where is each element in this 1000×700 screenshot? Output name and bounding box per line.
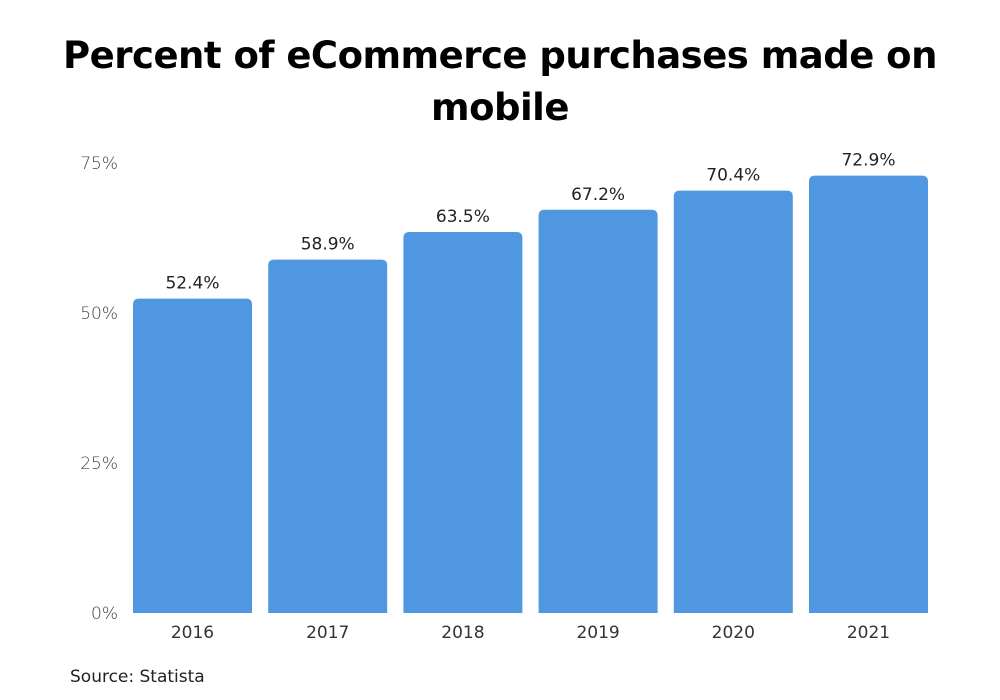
data-label: 70.4% [706,166,760,186]
bar [673,190,793,613]
x-tick-label: 2019 [576,623,619,643]
y-tick-label: 50% [80,304,118,324]
x-tick-label: 2018 [441,623,484,643]
y-tick-label: 75% [80,154,118,174]
data-label: 58.9% [301,235,355,255]
x-tick-label: 2021 [847,623,890,643]
source-note: Source: Statista [70,667,205,687]
data-label: 52.4% [165,274,219,294]
chart-title: Percent of eCommerce purchases made on m… [63,34,937,129]
data-label: 63.5% [436,207,490,227]
data-label: 72.9% [841,151,895,171]
bar [133,298,252,613]
bar [403,232,523,613]
y-tick-label: 25% [80,454,118,474]
x-tick-label: 2017 [306,623,349,643]
data-label: 67.2% [571,185,625,205]
bar [268,259,388,613]
bar [538,209,658,614]
x-tick-label: 2016 [171,623,214,643]
x-tick-label: 2020 [712,623,755,643]
y-tick-label: 0% [91,604,118,624]
bar [809,175,928,613]
